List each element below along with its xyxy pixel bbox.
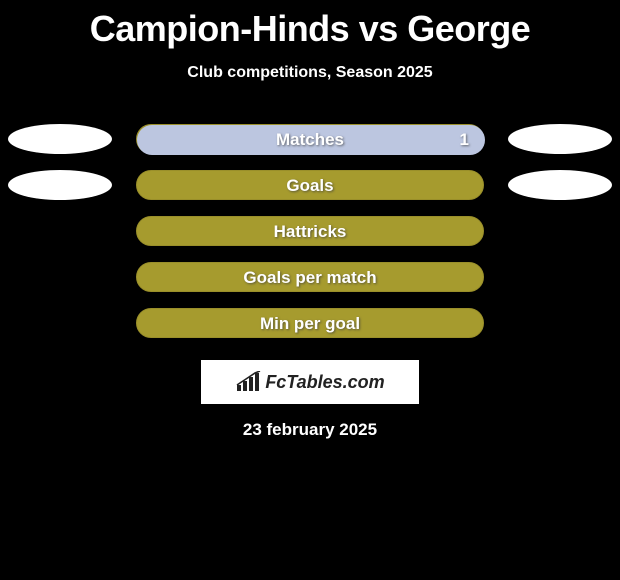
player-right-indicator xyxy=(508,170,612,200)
stat-bar-track: Min per goal xyxy=(136,308,484,338)
brand-label: FcTables.com xyxy=(265,372,384,393)
player-left-indicator xyxy=(8,170,112,200)
player-right-indicator xyxy=(508,124,612,154)
page-subtitle: Club competitions, Season 2025 xyxy=(0,64,620,82)
stat-bar-track: Matches1 xyxy=(136,124,484,154)
comparison-chart: Matches1 Goals Hattricks Goals per match Min… xyxy=(0,122,620,352)
date-label: 23 february 2025 xyxy=(0,420,620,440)
page-title: Campion-Hinds vs George xyxy=(0,0,620,50)
stat-row: Goals per match xyxy=(0,260,620,306)
stat-bar-track: Hattricks xyxy=(136,216,484,246)
stat-row: Matches1 xyxy=(0,122,620,168)
stat-label: Min per goal xyxy=(137,314,483,334)
stat-bar-fill xyxy=(137,125,485,155)
stat-row: Hattricks xyxy=(0,214,620,260)
stat-label: Hattricks xyxy=(137,222,483,242)
stat-label: Goals per match xyxy=(137,268,483,288)
stat-value: 1 xyxy=(460,130,469,150)
stat-label: Goals xyxy=(137,176,483,196)
brand-box[interactable]: FcTables.com xyxy=(201,360,419,404)
stat-row: Goals xyxy=(0,168,620,214)
stat-bar-track: Goals per match xyxy=(136,262,484,292)
stat-bar-track: Goals xyxy=(136,170,484,200)
fctables-logo-icon xyxy=(235,371,261,393)
stat-row: Min per goal xyxy=(0,306,620,352)
player-left-indicator xyxy=(8,124,112,154)
